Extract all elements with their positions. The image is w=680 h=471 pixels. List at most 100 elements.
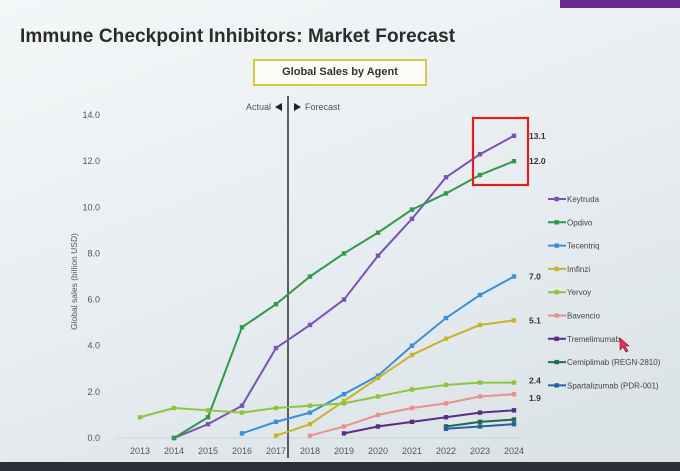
data-point	[239, 410, 245, 415]
chart-end-labels: 13.1 12.0 7.0 5.1 2.4 1.9	[529, 131, 546, 403]
divider-right-arrow	[294, 103, 301, 111]
data-point	[443, 424, 449, 429]
data-label: 2.4	[529, 376, 541, 386]
data-point	[205, 415, 211, 420]
chart-overlay	[471, 116, 630, 353]
data-point	[477, 394, 483, 399]
x-tick-label: 2022	[436, 446, 456, 456]
y-axis-label: Global sales (billion USD)	[69, 233, 79, 330]
data-point	[511, 133, 517, 138]
data-point	[375, 373, 381, 378]
data-point	[273, 405, 279, 411]
y-tick-label: 14.0	[82, 110, 100, 120]
divider-actual-label: Actual	[246, 102, 271, 112]
data-point	[375, 412, 381, 418]
x-tick-label: 2021	[402, 446, 422, 456]
data-point	[375, 394, 381, 399]
data-point	[307, 274, 313, 279]
data-point	[341, 391, 347, 397]
slide-title: Immune Checkpoint Inhibitors: Market For…	[20, 26, 456, 47]
data-point	[341, 431, 347, 436]
data-point	[409, 216, 415, 222]
data-point	[443, 415, 449, 420]
data-point	[443, 336, 449, 341]
chart-axes: 0.0 2.0 4.0 6.0 8.0 10.0 12.0 14.0 Global sales …	[69, 96, 524, 458]
series-line-2	[241, 275, 515, 435]
divider-left-arrow	[275, 103, 282, 111]
data-point	[409, 387, 415, 392]
data-point	[477, 410, 483, 415]
data-point	[443, 191, 449, 196]
legend-entry: Bavencio	[567, 312, 600, 321]
y-tick-label: 10.0	[82, 202, 100, 212]
data-point	[375, 375, 381, 381]
legend-swatch-marker	[554, 336, 559, 341]
data-point	[171, 435, 177, 441]
data-label: 7.0	[529, 272, 541, 282]
x-tick-label: 2023	[470, 446, 490, 456]
data-point	[511, 421, 517, 427]
data-point	[341, 398, 347, 404]
data-point	[239, 431, 245, 436]
data-point	[477, 172, 483, 178]
data-point	[511, 380, 517, 385]
legend-swatch-marker	[554, 196, 559, 202]
data-label: 12.0	[529, 156, 546, 166]
legend-swatch-marker	[554, 313, 559, 318]
x-tick-label: 2019	[334, 446, 354, 456]
data-point	[239, 403, 245, 408]
legend-swatch-marker	[554, 359, 559, 365]
data-point	[477, 424, 483, 429]
data-point	[273, 345, 279, 351]
data-point	[443, 382, 449, 388]
data-point	[341, 424, 347, 429]
data-point	[307, 403, 313, 408]
brand-bar	[560, 0, 680, 8]
data-point	[273, 433, 279, 438]
data-point	[341, 401, 347, 406]
legend-swatch-marker	[554, 266, 559, 272]
data-point	[443, 401, 449, 406]
data-label: 5.1	[529, 315, 541, 325]
chart-series	[137, 133, 517, 441]
legend-swatch-marker	[554, 383, 559, 388]
legend-entry: Yervoy	[567, 288, 591, 297]
data-label: 1.9	[529, 393, 541, 403]
legend-entry: Tremelimumab	[567, 335, 621, 344]
data-point	[307, 421, 313, 427]
series-line-6	[343, 409, 515, 435]
legend-entry: Spartalizumab (PDR-001)	[567, 381, 659, 390]
legend-swatch-marker	[554, 290, 559, 295]
x-tick-label: 2016	[232, 446, 252, 456]
data-point	[375, 253, 381, 258]
data-point	[511, 318, 517, 323]
legend-swatch-marker	[554, 220, 559, 225]
data-point	[239, 325, 245, 330]
legend-entry: Cemiplimab (REGN-2810)	[567, 358, 661, 367]
y-tick-label: 0.0	[87, 433, 100, 443]
y-tick-label: 12.0	[82, 156, 100, 166]
data-point	[341, 251, 347, 256]
data-label: 13.1	[529, 131, 546, 141]
data-point	[137, 415, 143, 420]
x-tick-label: 2015	[198, 446, 218, 456]
data-point	[409, 405, 415, 411]
legend-entry: Opdivo	[567, 218, 593, 227]
data-point	[477, 152, 483, 157]
mouse-cursor-icon	[619, 337, 630, 353]
divider-forecast-label: Forecast	[305, 102, 341, 112]
data-point	[511, 274, 517, 279]
series-line-4	[139, 381, 514, 419]
data-point	[307, 410, 313, 415]
series-line-3	[275, 319, 515, 437]
data-point	[205, 421, 211, 427]
data-point	[409, 419, 415, 425]
data-point	[511, 417, 517, 422]
data-point	[477, 322, 483, 328]
x-tick-label: 2014	[164, 446, 184, 456]
legend-entry: Imfinzi	[567, 265, 590, 274]
data-point	[171, 405, 177, 411]
data-point	[375, 424, 381, 429]
x-tick-label: 2020	[368, 446, 388, 456]
y-tick-label: 8.0	[87, 248, 100, 258]
